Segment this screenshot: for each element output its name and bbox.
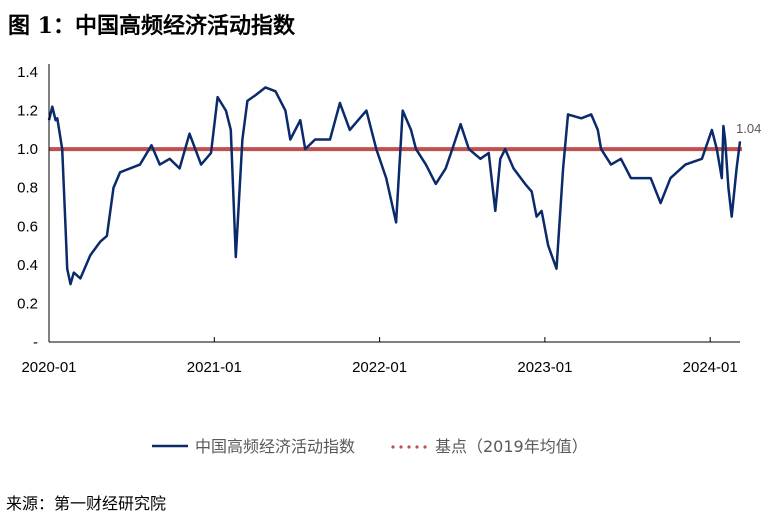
legend-swatch-baseline [391, 445, 427, 449]
y-tick-label: 1.0 [17, 141, 38, 158]
y-tick-label: 0.2 [17, 295, 38, 312]
plot-area [47, 86, 742, 286]
x-tick-label: 2022-01 [352, 359, 407, 376]
x-tick-label: 2020-01 [21, 359, 76, 376]
legend-label-baseline: 基点（2019年均值） [435, 437, 588, 456]
y-tick-label: 1.4 [17, 64, 38, 81]
x-tick-label: 2023-01 [517, 359, 572, 376]
y-tick-label: 1.2 [17, 103, 38, 120]
legend: 中国高频经济活动指数 基点（2019年均值） [152, 437, 588, 456]
x-tick-label: 2021-01 [187, 359, 242, 376]
legend-label-index: 中国高频经济活动指数 [195, 437, 355, 456]
source-note: 来源：第一财经研究院 [6, 494, 167, 513]
y-tick-label: - [33, 334, 38, 351]
x-tick-labels: 2020-01 2021-01 2022-01 2023-01 2024-01 [21, 337, 738, 376]
y-tick-label: 0.4 [17, 257, 38, 274]
index-series-line [47, 86, 742, 286]
y-tick-label: 0.8 [17, 180, 38, 197]
x-tick-label: 2024-01 [683, 359, 738, 376]
end-value-label: 1.04 [736, 121, 761, 136]
y-tick-label: 0.6 [17, 218, 38, 235]
y-tick-labels: - 0.2 0.4 0.6 0.8 1.0 1.2 1.4 [17, 64, 38, 351]
chart-title: 图 1：中国高频经济活动指数 [8, 13, 295, 39]
